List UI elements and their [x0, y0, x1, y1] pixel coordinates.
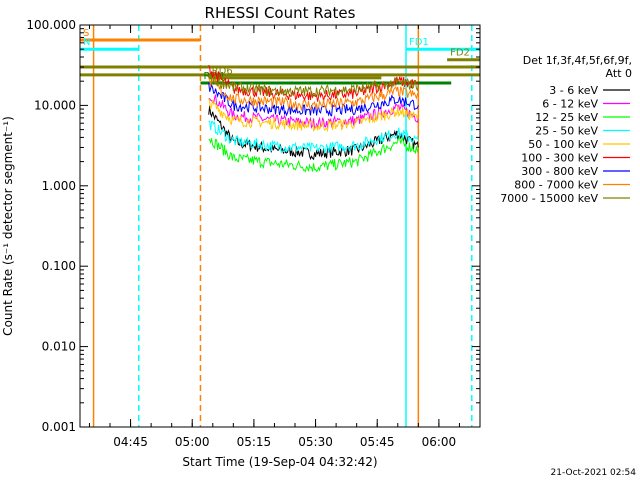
plot-frame — [79, 24, 481, 428]
legend-header-line1: Det 1f,3f,4f,5f,6f,9f, — [523, 54, 632, 67]
state-bar-label: FD1 — [409, 37, 429, 48]
x-tick-label: 04:45 — [113, 435, 148, 449]
y-tick-label: 100.000 — [26, 18, 76, 32]
series-line — [208, 120, 419, 154]
series-line — [208, 97, 419, 133]
x-tick-label: 05:15 — [237, 435, 272, 449]
state-bars: SNRD4RD6FD1FD2 — [80, 28, 480, 85]
legend: Det 1f,3f,4f,5f,6f,9f, Att 0 3 - 6 keV6 … — [500, 54, 632, 205]
series-line — [208, 137, 419, 173]
vertical-markers — [92, 25, 473, 427]
x-axis-ticks: 04:45 05:00 05:15 05:30 05:45 06:00 — [88, 25, 481, 449]
legend-header-line2: Att 0 — [606, 67, 632, 80]
series-line — [208, 94, 419, 131]
legend-entry-label: 50 - 100 keV — [528, 138, 598, 151]
x-tick-label: 05:00 — [175, 435, 210, 449]
series-line — [208, 73, 419, 98]
y-tick-label: 10.000 — [34, 98, 76, 112]
legend-entry-label: 25 - 50 keV — [535, 125, 598, 138]
series-line — [208, 76, 419, 112]
state-bar-label: N — [83, 37, 90, 48]
series-line — [208, 82, 419, 117]
legend-entry-label: 6 - 12 keV — [542, 98, 598, 111]
footer-timestamp: 21-Oct-2021 02:54 — [551, 468, 637, 478]
x-tick-label: 05:30 — [298, 435, 333, 449]
x-tick-label: 05:45 — [360, 435, 395, 449]
y-tick-label: 0.100 — [42, 259, 76, 273]
state-bar-label: RD6 — [212, 66, 233, 77]
legend-entry-label: 12 - 25 keV — [535, 111, 598, 124]
legend-entry-label: 300 - 800 keV — [521, 165, 598, 178]
y-axis-ticks: 100.000 10.000 1.000 0.100 0.010 0.001 — [26, 18, 480, 434]
state-bar-label: S — [83, 28, 89, 39]
y-axis-label: Count Rate (s⁻¹ detector segment⁻¹) — [1, 116, 15, 336]
y-tick-label: 1.000 — [42, 179, 76, 193]
legend-entry-label: 7000 - 15000 keV — [500, 192, 598, 205]
chart-title: RHESSI Count Rates — [205, 4, 356, 22]
legend-entry-label: 800 - 7000 keV — [514, 179, 598, 192]
state-bar-label: FD2 — [450, 48, 470, 59]
series-lines — [208, 64, 419, 173]
legend-entry-label: 3 - 6 keV — [549, 84, 598, 97]
legend-entry-label: 100 - 300 keV — [521, 152, 598, 165]
series-line — [208, 64, 419, 102]
y-tick-label: 0.010 — [42, 340, 76, 354]
x-axis-label: Start Time (19-Sep-04 04:32:42) — [182, 455, 377, 469]
y-tick-label: 0.001 — [42, 420, 76, 434]
x-tick-label: 06:00 — [422, 435, 457, 449]
